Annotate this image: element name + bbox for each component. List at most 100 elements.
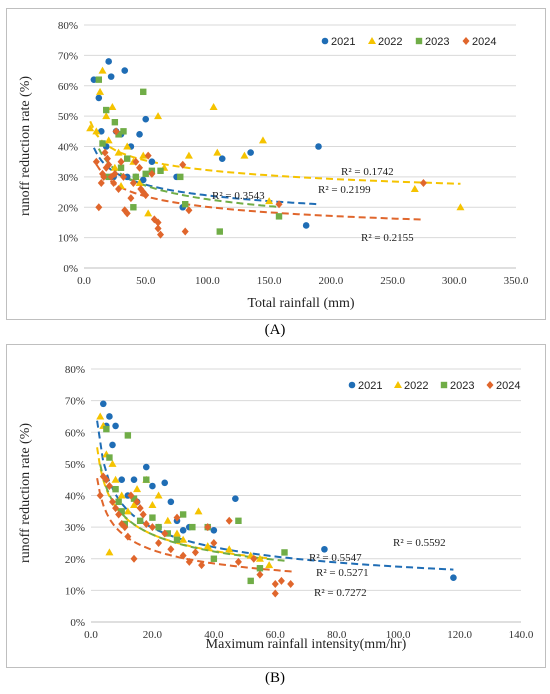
data-point bbox=[132, 173, 140, 181]
data-point bbox=[265, 197, 274, 205]
legend-marker-2022 bbox=[368, 37, 376, 44]
series-2021 bbox=[90, 58, 322, 229]
data-point bbox=[179, 160, 187, 169]
data-point bbox=[250, 554, 258, 563]
data-point bbox=[99, 400, 107, 408]
data-point bbox=[189, 523, 196, 531]
y-axis-label: runoff reduction rate (%) bbox=[18, 76, 33, 216]
y-tick-label: 50% bbox=[58, 111, 78, 123]
caption-a: (A) bbox=[264, 322, 286, 338]
data-point bbox=[114, 148, 123, 156]
data-point bbox=[209, 103, 218, 111]
y-tick-label: 0% bbox=[70, 617, 85, 629]
data-point bbox=[163, 516, 172, 524]
data-point bbox=[148, 169, 156, 178]
x-tick-label: 150.0 bbox=[257, 275, 282, 287]
data-point bbox=[106, 454, 113, 461]
x-tick-label: 300.0 bbox=[442, 275, 467, 287]
data-point bbox=[142, 191, 150, 200]
data-point bbox=[118, 476, 126, 483]
data-point bbox=[275, 200, 283, 209]
data-point bbox=[161, 529, 169, 538]
data-point bbox=[139, 176, 147, 184]
data-point bbox=[129, 178, 137, 187]
data-point bbox=[225, 545, 234, 553]
data-point bbox=[281, 549, 288, 556]
trendline-2023 bbox=[97, 148, 280, 208]
legend-label-2023: 2023 bbox=[425, 36, 449, 48]
data-point bbox=[96, 412, 105, 420]
data-point bbox=[124, 432, 132, 439]
data-point bbox=[213, 148, 222, 156]
series-2023 bbox=[95, 76, 283, 235]
data-point bbox=[104, 136, 113, 144]
data-point bbox=[95, 203, 103, 212]
y-axis-label: runoff reduction rate (%) bbox=[18, 423, 33, 563]
data-point bbox=[124, 532, 132, 541]
data-point bbox=[102, 112, 111, 120]
data-point bbox=[98, 66, 107, 74]
data-point bbox=[149, 514, 156, 521]
data-point bbox=[410, 185, 419, 193]
data-point bbox=[271, 580, 279, 589]
data-point bbox=[109, 497, 116, 506]
y-tick-label: 30% bbox=[58, 172, 78, 184]
data-point bbox=[111, 169, 119, 178]
legend-label-2022: 2022 bbox=[404, 380, 428, 392]
y-tick-label: 60% bbox=[65, 427, 85, 439]
data-point bbox=[287, 580, 295, 589]
data-point bbox=[118, 519, 126, 528]
data-point bbox=[154, 112, 163, 120]
data-point bbox=[103, 425, 110, 433]
data-point bbox=[321, 545, 328, 553]
x-tick-label: 100.0 bbox=[386, 629, 411, 641]
data-point bbox=[218, 155, 226, 162]
y-tick-label: 70% bbox=[65, 396, 85, 408]
data-point bbox=[184, 151, 193, 159]
data-point bbox=[179, 526, 187, 534]
x-axis-label: Maximum rainfall intensity(mm/hr) bbox=[206, 637, 407, 652]
data-point bbox=[216, 228, 223, 235]
data-point bbox=[225, 516, 233, 525]
data-point bbox=[105, 58, 112, 65]
r2-annotation: R² = 0.3543 bbox=[212, 190, 265, 202]
data-point bbox=[121, 523, 129, 532]
y-tick-label: 0% bbox=[63, 263, 78, 275]
data-point bbox=[130, 495, 138, 502]
series-2024 bbox=[96, 472, 295, 598]
r2-annotation: R² = 0.5271 bbox=[316, 567, 369, 579]
data-point bbox=[115, 131, 122, 138]
data-point bbox=[247, 577, 254, 585]
data-point bbox=[256, 565, 264, 572]
data-point bbox=[112, 422, 119, 430]
y-tick-label: 30% bbox=[65, 522, 85, 534]
r2-annotation: R² = 0.5592 bbox=[393, 537, 446, 549]
trendline-2024 bbox=[95, 163, 424, 221]
x-tick-label: 60.0 bbox=[266, 629, 286, 641]
data-point bbox=[315, 143, 322, 150]
data-point bbox=[103, 106, 110, 114]
data-point bbox=[148, 500, 157, 508]
y-tick-label: 50% bbox=[65, 459, 85, 471]
y-tick-label: 10% bbox=[58, 233, 78, 245]
data-point bbox=[232, 495, 239, 502]
data-point bbox=[130, 204, 137, 211]
legend-label-2021: 2021 bbox=[331, 36, 355, 48]
data-point bbox=[302, 222, 310, 229]
x-tick-label: 40.0 bbox=[204, 629, 224, 641]
legend-marker-2021 bbox=[321, 37, 329, 45]
data-point bbox=[157, 230, 165, 239]
data-point bbox=[173, 536, 181, 543]
data-point bbox=[101, 148, 109, 157]
x-tick-label: 0.0 bbox=[84, 629, 98, 641]
data-point bbox=[210, 526, 218, 534]
data-point bbox=[133, 485, 142, 493]
data-point bbox=[240, 151, 249, 159]
data-point bbox=[95, 76, 103, 83]
data-point bbox=[136, 504, 144, 513]
y-tick-label: 70% bbox=[58, 50, 78, 62]
data-point bbox=[132, 157, 140, 166]
data-point bbox=[210, 555, 218, 562]
data-point bbox=[185, 557, 193, 566]
data-point bbox=[179, 535, 188, 543]
